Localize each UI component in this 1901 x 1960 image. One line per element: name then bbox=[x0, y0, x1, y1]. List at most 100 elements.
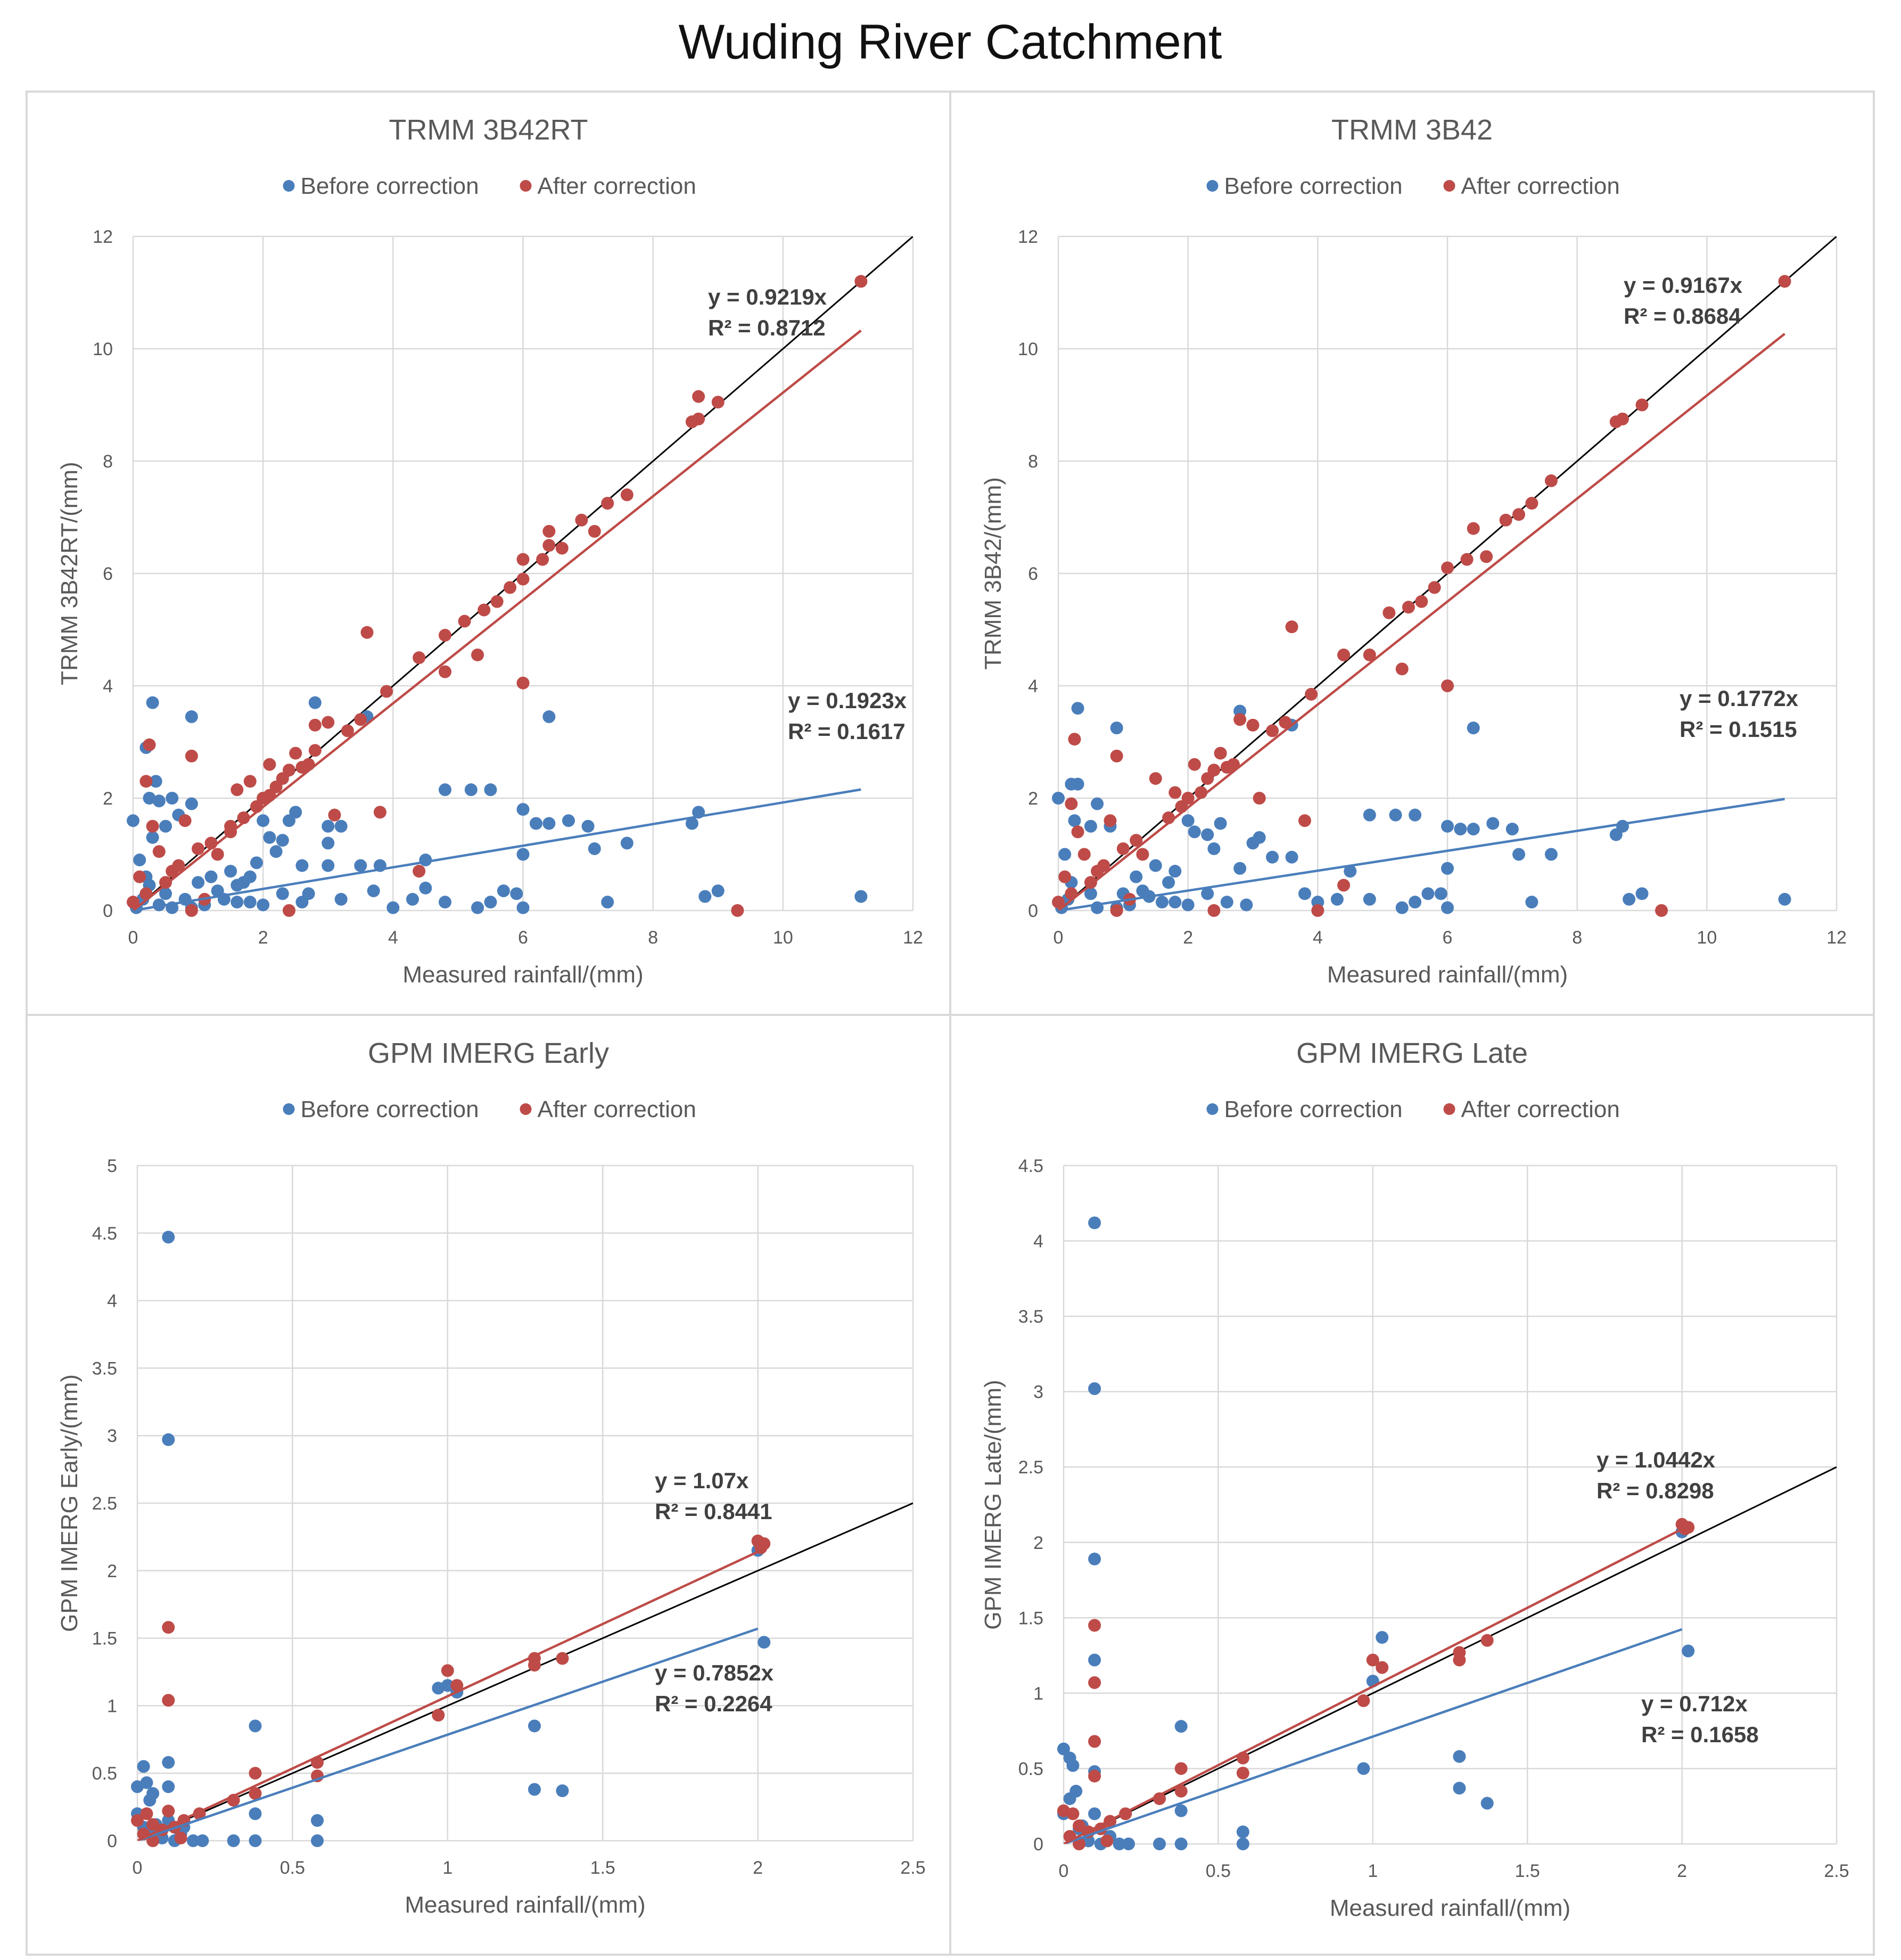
data-point-before bbox=[367, 884, 380, 898]
data-point-before bbox=[1233, 862, 1247, 875]
data-point-before bbox=[1616, 819, 1629, 833]
data-point-after bbox=[1116, 842, 1130, 855]
data-point-after bbox=[758, 1537, 771, 1551]
data-point-after bbox=[1376, 1661, 1389, 1674]
x-tick-label: 2 bbox=[753, 1858, 763, 1878]
x-tick-label: 0 bbox=[1054, 928, 1064, 948]
data-point-before bbox=[166, 792, 179, 805]
data-point-after bbox=[143, 738, 156, 751]
data-point-after bbox=[1168, 786, 1182, 799]
data-point-before bbox=[159, 819, 172, 833]
data-point-before bbox=[1201, 828, 1214, 841]
trendline-equation-after: y = 1.07x bbox=[655, 1468, 749, 1493]
data-point-before bbox=[311, 1834, 324, 1847]
data-point-after bbox=[289, 747, 302, 760]
legend-marker-after bbox=[1443, 1103, 1455, 1115]
y-tick-label: 3.5 bbox=[1018, 1307, 1043, 1327]
data-point-before bbox=[1201, 887, 1214, 900]
data-point-after bbox=[263, 789, 276, 802]
trendline-equation-before: y = 0.7852x bbox=[655, 1660, 774, 1685]
data-point-before bbox=[227, 1834, 240, 1847]
y-tick-label: 4 bbox=[107, 1291, 117, 1311]
data-point-after bbox=[1174, 1784, 1188, 1798]
data-point-after bbox=[373, 806, 386, 819]
data-point-before bbox=[257, 814, 270, 827]
data-point-after bbox=[360, 626, 374, 639]
y-axis-label: GPM IMERG Early/(mm) bbox=[56, 1374, 83, 1632]
x-tick-label: 0 bbox=[1059, 1861, 1069, 1881]
y-tick-label: 2 bbox=[103, 789, 113, 809]
data-point-before bbox=[1298, 887, 1311, 900]
data-point-before bbox=[601, 896, 614, 909]
data-point-before bbox=[250, 856, 263, 870]
data-point-after bbox=[1100, 1834, 1114, 1848]
data-point-after bbox=[133, 870, 146, 883]
trendline-after bbox=[1064, 1528, 1683, 1844]
data-point-before bbox=[295, 896, 309, 909]
data-point-before bbox=[140, 1776, 153, 1789]
data-point-before bbox=[1088, 1552, 1101, 1565]
data-point-after bbox=[504, 581, 517, 594]
trendline-after bbox=[1058, 333, 1785, 911]
legend-marker-before bbox=[1206, 1103, 1219, 1115]
y-tick-label: 0 bbox=[1028, 901, 1038, 921]
data-point-after bbox=[1220, 760, 1233, 774]
data-point-before bbox=[1525, 896, 1538, 909]
data-point-after bbox=[1052, 896, 1065, 909]
data-point-after bbox=[1174, 1762, 1188, 1775]
data-point-after bbox=[542, 539, 556, 552]
data-point-before bbox=[562, 814, 575, 827]
data-point-after bbox=[1068, 733, 1081, 746]
y-tick-label: 2 bbox=[1033, 1533, 1043, 1553]
data-point-before bbox=[1635, 887, 1649, 900]
legend-label-after: After correction bbox=[1461, 1096, 1620, 1122]
data-point-before bbox=[224, 865, 237, 878]
x-tick-label: 10 bbox=[773, 928, 793, 948]
data-point-after bbox=[328, 808, 341, 822]
legend-label-after: After correction bbox=[538, 1096, 696, 1122]
data-point-before bbox=[1168, 865, 1182, 878]
data-point-after bbox=[692, 412, 705, 425]
y-tick-label: 6 bbox=[1028, 564, 1038, 584]
data-point-before bbox=[1057, 1742, 1070, 1756]
data-point-after bbox=[185, 904, 198, 917]
data-point-after bbox=[140, 1807, 153, 1820]
x-tick-label: 2 bbox=[1183, 928, 1193, 948]
data-point-after bbox=[152, 845, 166, 858]
data-point-before bbox=[1174, 1720, 1188, 1733]
data-point-before bbox=[542, 710, 556, 724]
y-tick-label: 8 bbox=[1028, 452, 1038, 472]
data-point-after bbox=[1480, 1634, 1494, 1647]
y-tick-label: 4.5 bbox=[1018, 1156, 1043, 1176]
tick-labels: 0 0.5 1 1.5 2 2.5 0 0.5 1 1.5 2 2.5 3 3.5 4 4.5 bbox=[1018, 1156, 1849, 1881]
data-point-after bbox=[601, 497, 614, 510]
data-point-after bbox=[1480, 550, 1493, 563]
y-tick-label: 1 bbox=[1033, 1684, 1043, 1704]
data-point-before bbox=[162, 1756, 175, 1769]
data-point-after bbox=[1460, 553, 1474, 566]
data-point-after bbox=[1136, 848, 1149, 861]
data-point-after bbox=[1088, 1676, 1101, 1690]
data-point-after bbox=[1395, 662, 1409, 676]
data-point-before bbox=[146, 831, 159, 844]
chart-panel-4: GPM IMERG Late Before correction After cor… bbox=[949, 1014, 1875, 1956]
data-point-after bbox=[283, 904, 295, 917]
data-point-after bbox=[1402, 601, 1415, 614]
data-point-before bbox=[510, 887, 523, 900]
data-point-before bbox=[1068, 814, 1081, 827]
data-point-before bbox=[1682, 1644, 1695, 1658]
data-point-after bbox=[139, 775, 153, 788]
data-point-after bbox=[1104, 814, 1117, 827]
y-tick-label: 2.5 bbox=[92, 1494, 117, 1514]
data-point-before bbox=[334, 892, 348, 906]
data-point-before bbox=[185, 710, 198, 724]
x-tick-label: 2 bbox=[258, 928, 268, 948]
legend: Before correction After correction bbox=[1206, 1096, 1620, 1122]
y-axis-label: TRMM 3B42RT/(mm) bbox=[56, 462, 83, 685]
chart-panel-2: TRMM 3B42 Before correction After correcti… bbox=[949, 91, 1875, 1016]
data-point-before bbox=[1153, 1838, 1166, 1850]
legend-label-after: After correction bbox=[538, 173, 696, 199]
data-point-after bbox=[1285, 620, 1298, 634]
trendline-r2-before: R² = 0.1617 bbox=[788, 719, 906, 744]
y-tick-label: 5 bbox=[107, 1156, 117, 1176]
